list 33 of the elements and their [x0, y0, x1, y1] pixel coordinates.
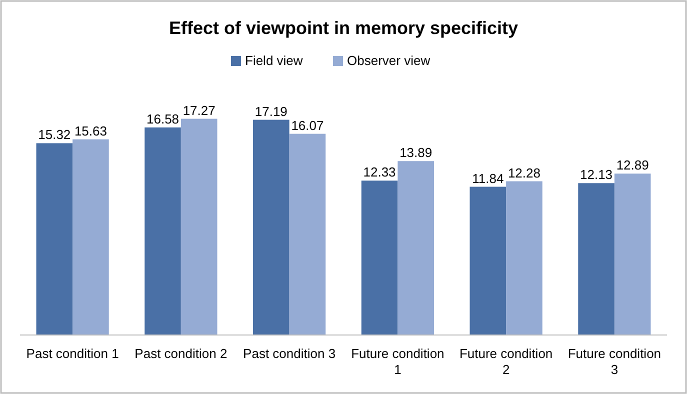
bar — [180, 118, 218, 335]
data-label: 13.89 — [400, 145, 432, 160]
data-label: 16.07 — [291, 118, 324, 133]
bar — [36, 143, 73, 335]
data-label: 12.33 — [363, 164, 396, 180]
bar — [289, 134, 326, 335]
chart-title: Effect of viewpoint in memory specificity — [168, 18, 518, 38]
bar — [398, 161, 434, 335]
bar — [253, 120, 290, 335]
x-tick-label: Past condition 3 — [243, 346, 336, 361]
x-tick-label: Past condition 1 — [26, 346, 119, 361]
bar — [144, 127, 181, 335]
data-label: 12.13 — [580, 167, 613, 182]
legend-label: Observer view — [347, 53, 431, 68]
bar — [470, 186, 506, 335]
data-label: 17.19 — [254, 104, 288, 119]
data-label: 12.28 — [508, 165, 540, 180]
bar — [361, 180, 398, 335]
x-tick-label: Future condition 1 — [351, 346, 444, 377]
data-label: 12.89 — [616, 158, 649, 173]
x-tick-label: Future condition 2 — [459, 346, 553, 377]
bar — [506, 181, 542, 335]
bar — [578, 183, 614, 335]
data-label: 17.27 — [182, 102, 216, 118]
data-label: 15.63 — [74, 123, 107, 138]
x-tick-label: Past condition 2 — [134, 346, 228, 361]
data-label: 16.58 — [146, 111, 180, 126]
data-label: 11.84 — [472, 170, 504, 186]
legend-label: Field view — [245, 53, 304, 68]
bar — [72, 139, 109, 335]
data-label: 15.32 — [38, 127, 71, 142]
bar — [614, 174, 651, 335]
x-tick-label: Future condition 3 — [568, 346, 662, 377]
